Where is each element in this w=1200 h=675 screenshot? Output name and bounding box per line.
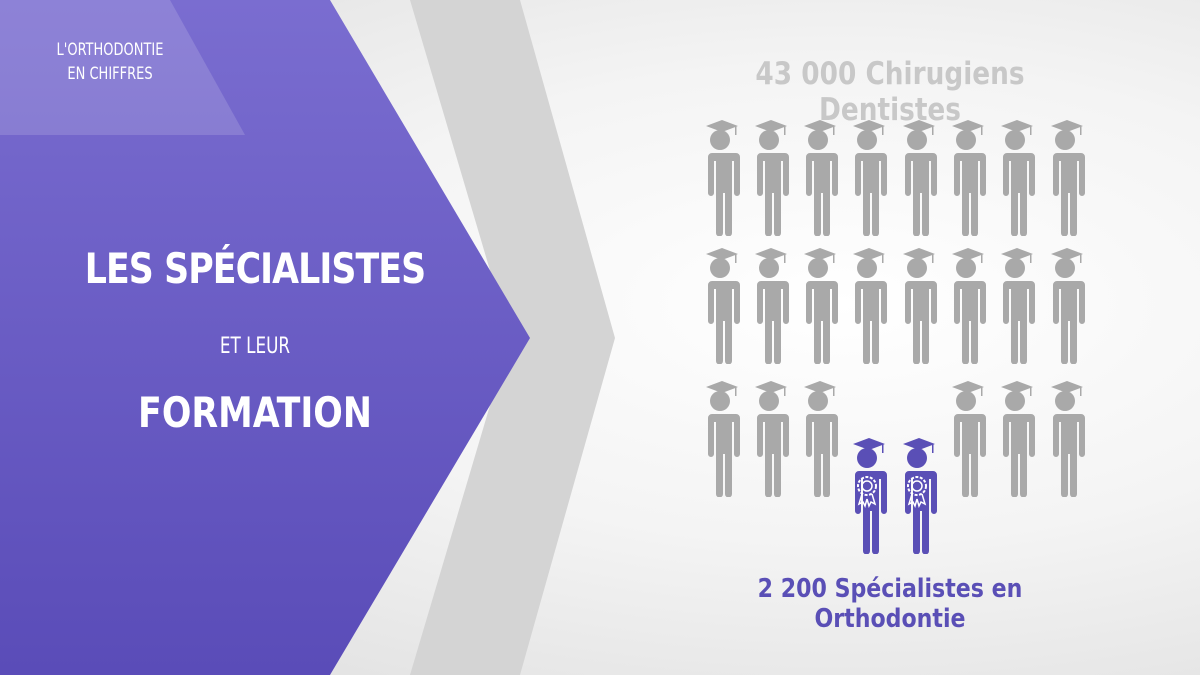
total-dentists-label: 43 000 Chirugiens Dentistes <box>755 56 1025 128</box>
dentist-person-icon <box>950 120 986 236</box>
specialist-person-icon <box>851 438 887 554</box>
dentist-person-icon <box>999 381 1035 497</box>
dentist-person-icon <box>999 248 1035 364</box>
title-line2: ET LEUR <box>219 334 291 359</box>
dentist-person-icon <box>753 120 789 236</box>
dentist-person-icon <box>704 248 740 364</box>
dentist-person-icon <box>1049 381 1085 497</box>
title-line3: FORMATION <box>138 388 372 437</box>
section-label-line2: EN CHIFFRES <box>67 64 153 84</box>
dentist-person-icon <box>753 381 789 497</box>
purple-chevron-panel <box>0 0 530 675</box>
dentist-person-icon <box>704 120 740 236</box>
dentist-person-icon <box>802 381 838 497</box>
dentist-person-icon <box>704 381 740 497</box>
dentist-person-icon <box>802 248 838 364</box>
specialists-label: 2 200 Spécialistes en Orthodontie <box>757 574 1023 634</box>
dentist-person-icon <box>950 248 986 364</box>
dentist-person-icon <box>851 120 887 236</box>
specialist-person-icon <box>901 438 937 554</box>
corner-box <box>0 0 245 135</box>
dentist-person-icon <box>901 248 937 364</box>
title-line1: LES SPÉCIALISTES <box>84 244 426 293</box>
dentist-person-icon <box>950 381 986 497</box>
dentist-person-icon <box>1049 248 1085 364</box>
dentist-person-icon <box>1049 120 1085 236</box>
dentist-person-icon <box>802 120 838 236</box>
dentist-person-icon <box>851 248 887 364</box>
section-label: L'ORTHODONTIE EN CHIFFRES <box>34 38 187 86</box>
dentist-person-icon <box>901 120 937 236</box>
dentist-person-icon <box>999 120 1035 236</box>
section-label-line1: L'ORTHODONTIE <box>56 40 164 60</box>
dentist-person-icon <box>753 248 789 364</box>
